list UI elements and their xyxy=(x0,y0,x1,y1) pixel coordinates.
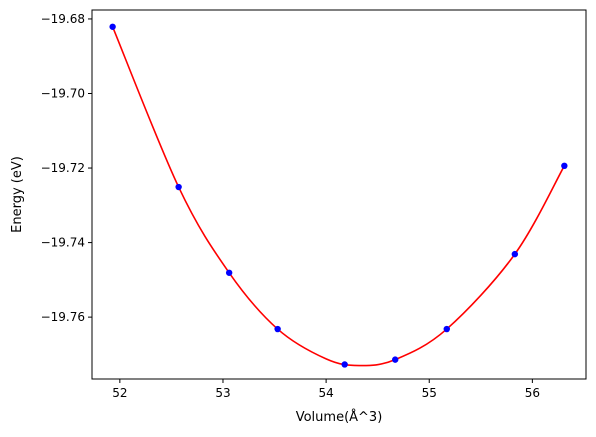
data-point xyxy=(175,183,182,191)
plot-frame xyxy=(91,9,587,380)
y-tick-label: −19.74 xyxy=(41,236,85,250)
y-tick-label: −19.70 xyxy=(41,86,85,100)
data-point xyxy=(511,250,519,258)
x-tick-label: 55 xyxy=(422,386,437,400)
x-axis-label: Volume(Å^3) xyxy=(296,409,383,425)
y-tick-label: −19.76 xyxy=(41,310,85,324)
data-point xyxy=(561,162,568,169)
plot-area-background xyxy=(92,10,586,379)
x-tick-label: 53 xyxy=(215,386,230,400)
y-axis-label: Energy (eV) xyxy=(10,156,25,233)
fit-curve-layer xyxy=(111,26,566,367)
data-point xyxy=(392,356,399,363)
y-axis: −19.68 −19.70 −19.72 −19.74 −19.76 xyxy=(41,12,92,324)
x-tick-label: 56 xyxy=(525,386,540,400)
data-point xyxy=(443,325,450,333)
data-point xyxy=(341,361,348,368)
x-tick-label: 52 xyxy=(112,386,127,400)
data-points-layer xyxy=(109,23,568,368)
y-tick-label: −19.68 xyxy=(41,12,85,26)
fit-curve-line xyxy=(111,26,566,367)
x-tick-label: 54 xyxy=(318,386,333,400)
x-axis: 52 53 54 55 56 xyxy=(112,379,540,400)
data-point xyxy=(109,23,116,30)
data-point xyxy=(225,269,233,276)
y-tick-label: −19.72 xyxy=(41,161,85,175)
data-point xyxy=(274,325,281,333)
